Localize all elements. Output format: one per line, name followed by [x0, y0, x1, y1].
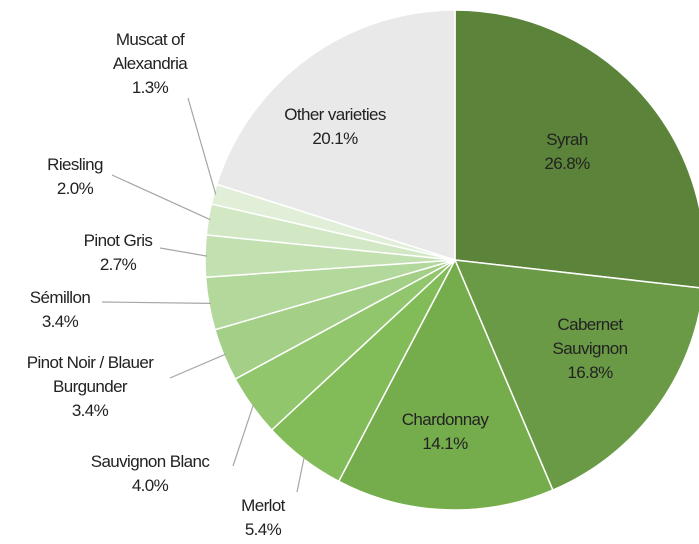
pie-slice	[337, 258, 554, 511]
value-label: 16.8%	[567, 363, 613, 382]
category-label: Pinot Noir / Blauer Burgunder	[26, 353, 154, 396]
slice-label: Riesling 2.0%	[35, 153, 115, 201]
value-label: 1.3%	[131, 78, 169, 97]
value-label: 5.4%	[244, 520, 282, 539]
slice-label: Syrah 26.8%	[507, 128, 627, 176]
leader-line	[187, 97, 217, 195]
slice-label: Sémillon 3.4%	[10, 286, 110, 334]
slice-label: Cabernet Sauvignon 16.8%	[540, 313, 640, 385]
leader-line	[296, 456, 305, 493]
category-label: Syrah	[546, 130, 588, 149]
value-label: 3.4%	[41, 312, 79, 331]
value-label: 2.7%	[99, 255, 137, 274]
category-label: Merlot	[241, 496, 285, 515]
leader-line	[169, 353, 226, 379]
value-label: 2.0%	[56, 179, 94, 198]
slice-label: Chardonnay 14.1%	[385, 408, 505, 456]
category-label: Sauvignon Blanc	[90, 452, 210, 471]
category-label: Muscat of Alexandria	[112, 30, 188, 73]
slice-label: Sauvignon Blanc 4.0%	[70, 450, 230, 498]
slice-label: Other varieties 20.1%	[265, 103, 405, 151]
value-label: 14.1%	[422, 434, 468, 453]
pie-slice	[454, 9, 699, 289]
value-label: 3.4%	[71, 401, 109, 420]
value-label: 4.0%	[131, 476, 169, 495]
category-label: Sémillon	[29, 288, 91, 307]
value-label: 26.8%	[544, 154, 590, 173]
slice-label: Merlot 5.4%	[223, 494, 303, 542]
leader-line	[111, 174, 211, 221]
category-label: Cabernet Sauvignon	[552, 315, 629, 358]
category-label: Other varieties	[284, 105, 386, 124]
category-label: Chardonnay	[401, 410, 489, 429]
value-label: 20.1%	[312, 129, 358, 148]
category-label: Pinot Gris	[83, 231, 153, 250]
leader-line	[101, 301, 211, 305]
pie-slice	[215, 9, 456, 262]
leader-line	[159, 247, 208, 257]
slice-label: Pinot Gris 2.7%	[68, 229, 168, 277]
category-label: Riesling	[47, 155, 103, 174]
slice-label: Muscat of Alexandria 1.3%	[90, 28, 210, 100]
slice-label: Pinot Noir / Blauer Burgunder 3.4%	[10, 351, 170, 423]
leader-line	[232, 404, 255, 467]
